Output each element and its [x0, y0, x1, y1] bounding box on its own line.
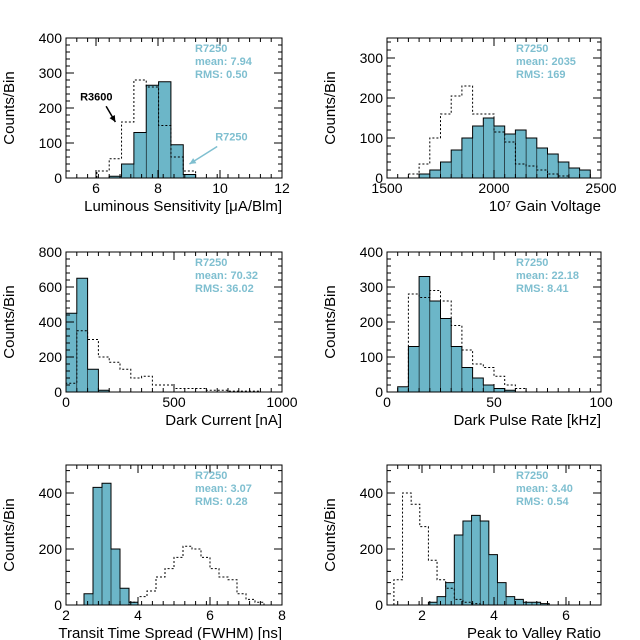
- x-tick-label: 6: [92, 180, 100, 196]
- x-axis-title: Transit Time Spread (FWHM) [ns]: [58, 625, 282, 640]
- y-axis-title: Counts/Bin: [1, 285, 18, 358]
- panel-dark-pulse-rate: 0 100 200 300 400 0 50 100 Dark Pulse Rate [kHz]…: [322, 244, 613, 429]
- x-tick-label: 4: [490, 607, 498, 623]
- annotation-label: R3600: [80, 91, 112, 103]
- x-tick-label: 1000: [266, 394, 297, 410]
- stats-name: R7250: [516, 470, 548, 482]
- stats-rms: RMS: 8.41: [516, 283, 569, 295]
- y-tick-label: 100: [39, 135, 63, 151]
- y-tick-label: 0: [54, 597, 62, 613]
- stats-mean: mean: 22.18: [516, 270, 579, 282]
- x-tick-label: 1500: [371, 180, 402, 196]
- x-tick-label: 2000: [478, 180, 509, 196]
- histogram-r3600: [407, 85, 591, 178]
- y-tick-label: 0: [375, 170, 383, 186]
- x-tick-label: 0: [62, 394, 70, 410]
- stats-mean: mean: 2035: [516, 56, 576, 68]
- y-tick-label: 0: [54, 384, 62, 400]
- stats-mean: mean: 3.07: [195, 483, 252, 495]
- stats-rms: RMS: 0.28: [195, 496, 248, 508]
- x-axis-title: Dark Pulse Rate [kHz]: [453, 412, 601, 429]
- y-tick-label: 0: [54, 170, 62, 186]
- stats-mean: mean: 7.94: [195, 56, 253, 68]
- x-tick-label: 12: [274, 180, 290, 196]
- y-tick-label: 200: [39, 349, 63, 365]
- y-tick-label: 400: [39, 314, 63, 330]
- stats-mean: mean: 3.40: [516, 483, 573, 495]
- x-tick-label: 8: [154, 180, 162, 196]
- stats-name: R7250: [516, 257, 548, 269]
- x-axis-title: Dark Current [nA]: [165, 412, 282, 429]
- x-axis-title: Peak to Valley Ratio: [467, 625, 601, 640]
- panel-peak-to-valley: 0 200 400 2 4 6 Peak to Valley Ratio Counts/Bin…: [322, 464, 602, 640]
- y-axis-title: Counts/Bin: [322, 285, 339, 358]
- panel-dark-current: 0 200 400 600 800 0 500 1000 Dark Current [nA] Co…: [1, 244, 298, 429]
- stats-rms: RMS: 36.02: [195, 283, 254, 295]
- histogram-r3600: [393, 492, 567, 605]
- histogram-r7250: [408, 117, 591, 178]
- stats-name: R7250: [195, 43, 227, 55]
- arrow-head: [189, 158, 197, 164]
- x-tick-label: 0: [383, 394, 391, 410]
- y-tick-label: 100: [360, 130, 384, 146]
- stats-name: R7250: [195, 257, 227, 269]
- x-tick-label: 2: [62, 607, 70, 623]
- annotation-label: R7250: [215, 132, 247, 144]
- stats-mean: mean: 70.32: [195, 270, 258, 282]
- stats-rms: RMS: 0.54: [516, 496, 569, 508]
- x-tick-label: 6: [562, 607, 570, 623]
- stats-name: R7250: [195, 470, 227, 482]
- stats-name: R7250: [516, 43, 548, 55]
- y-tick-label: 200: [360, 90, 384, 106]
- y-tick-label: 400: [360, 485, 384, 501]
- panel-transit-time-spread: 0 200 400 2 4 6 8 Transit Time Spread (FWHM) [n…: [1, 464, 286, 640]
- x-tick-label: 500: [162, 394, 186, 410]
- x-tick-label: 8: [278, 607, 286, 623]
- panel-gain-voltage: 0 100 200 300 1500 2000 2500 10⁷ Gain Voltage Co…: [322, 37, 617, 215]
- y-tick-label: 200: [360, 541, 384, 557]
- y-tick-label: 200: [360, 314, 384, 330]
- y-tick-label: 0: [375, 384, 383, 400]
- y-axis-title: Counts/Bin: [1, 498, 18, 571]
- y-axis-title: Counts/Bin: [322, 498, 339, 571]
- y-tick-label: 400: [39, 30, 63, 46]
- x-tick-label: 50: [486, 394, 502, 410]
- y-tick-label: 100: [360, 349, 384, 365]
- x-tick-label: 6: [206, 607, 214, 623]
- y-tick-label: 400: [39, 485, 63, 501]
- y-tick-label: 800: [39, 244, 63, 260]
- histogram-r7250: [66, 277, 272, 392]
- x-tick-label: 100: [589, 394, 613, 410]
- histogram-r3600: [96, 79, 197, 178]
- stats-rms: RMS: 0.50: [195, 69, 248, 81]
- x-axis-title: Luminous Sensitivity [μA/Blm]: [84, 198, 282, 215]
- y-tick-label: 400: [360, 244, 384, 260]
- y-tick-label: 300: [360, 50, 384, 66]
- histogram-r3600: [66, 330, 272, 392]
- stats-rms: RMS: 169: [516, 69, 566, 81]
- y-tick-label: 200: [39, 100, 63, 116]
- x-tick-label: 10: [212, 180, 228, 196]
- x-tick-label: 2: [418, 607, 426, 623]
- y-tick-label: 300: [39, 65, 63, 81]
- panel-luminous-sensitivity: 0 100 200 300 400 6 8 10 12 Luminous Sensitivity …: [1, 30, 290, 215]
- histogram-r3600: [84, 545, 265, 605]
- x-tick-label: 2500: [585, 180, 616, 196]
- x-tick-label: 4: [134, 607, 142, 623]
- y-axis-title: Counts/Bin: [1, 71, 18, 144]
- histogram-r3600: [397, 290, 527, 392]
- arrow-head: [109, 115, 116, 122]
- x-axis-title: 10⁷ Gain Voltage: [489, 198, 601, 215]
- y-axis-title: Counts/Bin: [322, 71, 339, 144]
- y-tick-label: 300: [360, 279, 384, 295]
- y-tick-label: 0: [375, 597, 383, 613]
- y-tick-label: 600: [39, 279, 63, 295]
- y-tick-label: 200: [39, 541, 63, 557]
